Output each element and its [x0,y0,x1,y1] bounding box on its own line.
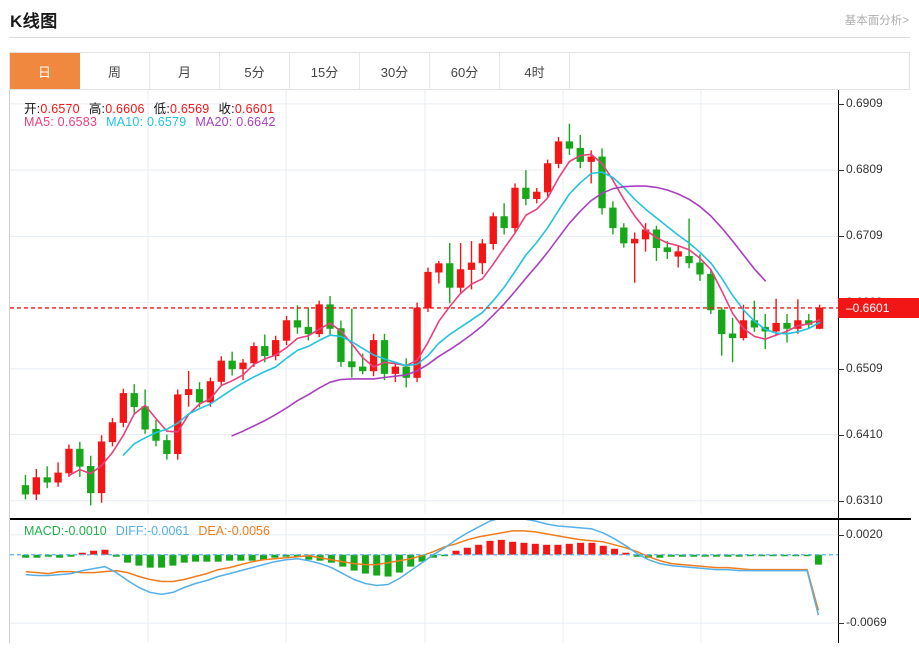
price-tick-mark [838,170,844,172]
candlestick-canvas[interactable] [10,90,839,514]
price-tick-mark [838,434,844,436]
tab-30min[interactable]: 30分 [360,53,430,89]
ohlc-legend: 开:0.6570 高:0.6606 低:0.6569 收:0.6601 [24,98,274,117]
open-label: 开: [24,102,41,116]
current-price-badge: –0.6601 [838,297,919,318]
price-tick-label: 0.6909 [846,95,883,110]
tab-month[interactable]: 月 [150,53,220,89]
ma20-label: MA20: [195,115,233,129]
price-tick-label: 0.6410 [846,426,883,441]
chart-frame: 开:0.6570 高:0.6606 低:0.6569 收:0.6601 MA5: 0.… [9,90,911,643]
macd-label: MACD: [24,524,65,538]
tab-4hour[interactable]: 4时 [500,53,570,89]
price-tick-mark [838,368,844,370]
macd-canvas[interactable] [10,520,839,643]
page-title: K线图 [10,12,58,31]
price-tick-label: 0.6709 [846,228,883,243]
low-label: 低: [153,102,170,116]
header-divider [9,37,910,38]
price-tick-mark [838,103,844,105]
ma10-label: MA10: [106,115,144,129]
tab-day[interactable]: 日 [10,53,80,89]
tabbar-filler [570,53,909,89]
ma5-value: 0.6583 [57,115,98,129]
price-tick-mark [838,236,844,238]
tab-week[interactable]: 周 [80,53,150,89]
close-value: 0.6601 [234,102,275,116]
macd-tick-label: -0.0069 [846,615,887,630]
close-label: 收: [218,102,235,116]
high-value: 0.6606 [105,102,145,116]
macd-tick-mark [838,623,844,625]
diff-label: DIFF: [115,524,147,538]
tab-15min[interactable]: 15分 [290,53,360,89]
high-label: 高: [88,102,106,116]
diff-value: -0.0061 [146,524,190,538]
ma20-value: 0.6642 [236,115,276,129]
price-tick-mark [838,500,844,502]
macd-legend: MACD:-0.0010 DIFF:-0.0061 DEA:-0.0056 [24,524,270,538]
price-axis-divider [838,90,839,643]
ma-legend: MA5: 0.6583 MA10: 0.6579 MA20: 0.6642 [24,115,276,129]
price-panel[interactable]: 开:0.6570 高:0.6606 低:0.6569 收:0.6601 MA5: 0.… [10,90,911,514]
price-tick-label: 0.6509 [846,360,883,375]
macd-panel[interactable]: MACD:-0.0010 DIFF:-0.0061 DEA:-0.0056 [10,518,911,643]
macd-tick-label: 0.0020 [846,526,883,541]
tab-5min[interactable]: 5分 [220,53,290,89]
dea-label: DEA: [198,524,228,538]
dea-value: -0.0056 [227,524,270,538]
timeframe-tabbar: 日 周 月 5分 15分 30分 60分 4时 [9,52,910,90]
open-value: 0.6570 [40,102,80,116]
fundamental-analysis-link[interactable]: 基本面分析> [844,15,909,27]
low-value: 0.6569 [170,102,210,116]
price-tick-label: 0.6809 [846,162,883,177]
macd-value: -0.0010 [64,524,107,538]
ma10-value: 0.6579 [146,115,187,129]
page-header: K线图 基本面分析> [0,0,919,38]
macd-tick-mark [838,534,844,536]
tab-60min[interactable]: 60分 [430,53,500,89]
price-tick-label: 0.6310 [846,492,883,507]
ma5-label: MA5: [24,115,54,129]
